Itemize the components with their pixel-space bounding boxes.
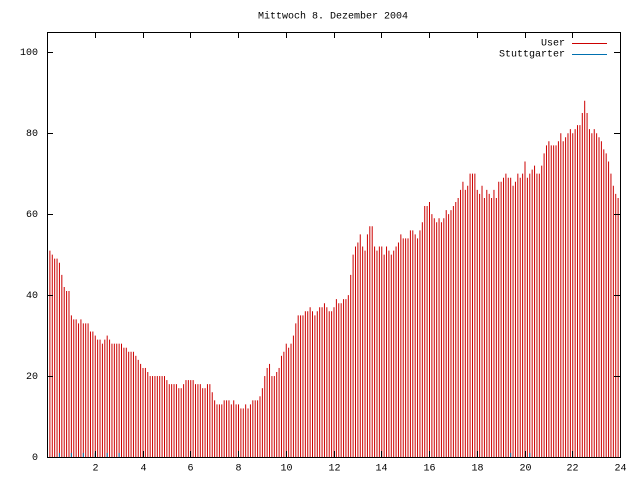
- plot-frame: [47, 32, 621, 458]
- y-tick-label: 40: [26, 291, 38, 302]
- y-tick-label: 100: [20, 48, 38, 59]
- x-tick-label: 14: [375, 464, 387, 475]
- x-tick-label: 18: [471, 464, 483, 475]
- x-tick-label: 4: [140, 464, 146, 475]
- chart-title: Mittwoch 8. Dezember 2004: [258, 11, 408, 23]
- y-tick-label: 60: [26, 210, 38, 221]
- x-tick-label: 12: [328, 464, 340, 475]
- x-tick-label: 20: [519, 464, 531, 475]
- x-tick-label: 8: [235, 464, 241, 475]
- legend-label: Stuttgarter: [499, 50, 565, 61]
- x-tick-label: 24: [614, 464, 626, 475]
- x-tick-label: 2: [92, 464, 98, 475]
- y-tick-label: 20: [26, 372, 38, 383]
- legend-label: User: [541, 39, 565, 50]
- y-tick-label: 0: [32, 453, 38, 464]
- x-tick-label: 10: [280, 464, 292, 475]
- x-tick-label: 22: [566, 464, 578, 475]
- x-tick-label: 6: [187, 464, 193, 475]
- x-tick-label: 16: [423, 464, 435, 475]
- y-tick-label: 80: [26, 129, 38, 140]
